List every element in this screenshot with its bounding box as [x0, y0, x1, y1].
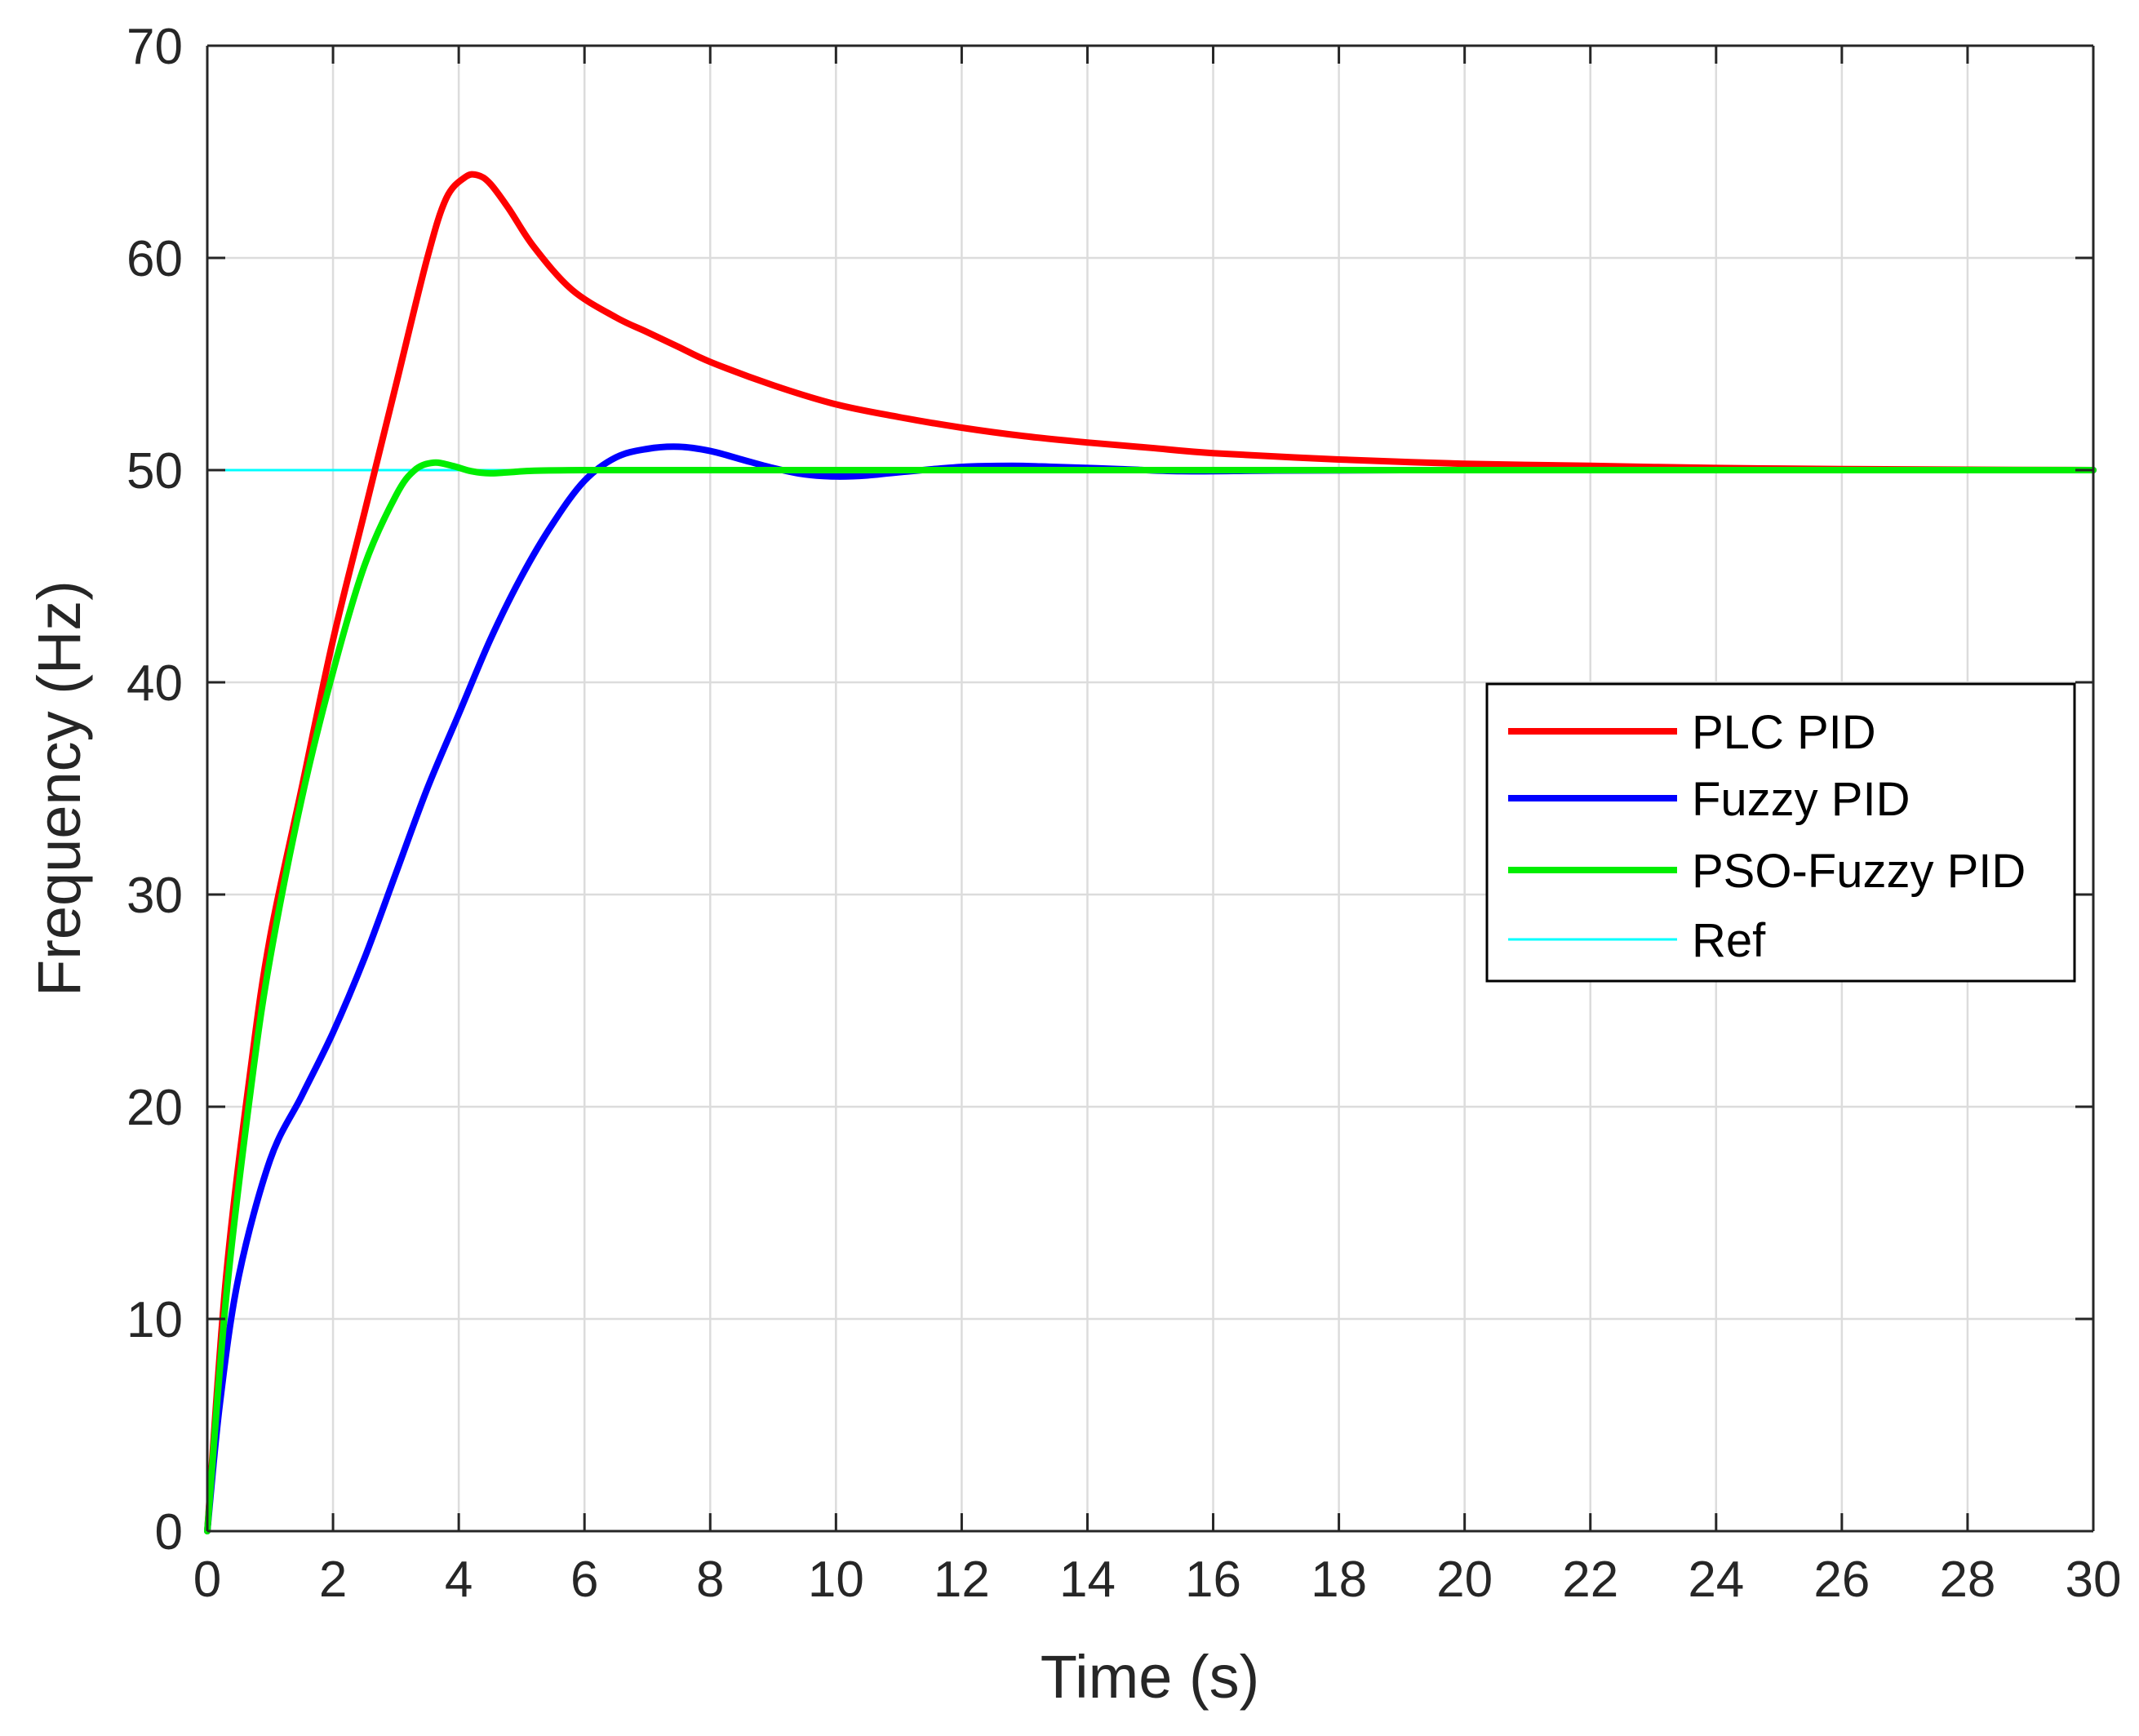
x-tick-label: 2	[319, 1552, 347, 1608]
y-tick-label: 70	[126, 19, 183, 75]
y-tick-label: 0	[155, 1504, 183, 1561]
y-axis-label: Frequency (Hz)	[25, 580, 93, 997]
x-tick-label: 4	[445, 1552, 473, 1608]
legend-label-pso-fuzzy-pid: PSO-Fuzzy PID	[1692, 845, 2026, 898]
x-tick-label: 20	[1436, 1552, 1493, 1608]
legend-label-fuzzy-pid: Fuzzy PID	[1692, 773, 1910, 826]
y-tick-label: 60	[126, 231, 183, 287]
x-tick-label: 24	[1688, 1552, 1744, 1608]
y-tick-label: 40	[126, 655, 183, 712]
series-lines	[204, 171, 2097, 1534]
legend-label-plc-pid: PLC PID	[1692, 706, 1876, 759]
legend-label-ref: Ref	[1692, 914, 1766, 967]
y-tick-label: 30	[126, 868, 183, 924]
axes	[206, 44, 2095, 1533]
ticks: 0 2 4 6 8 10 12 14 16 18 20 22 24 26 28 300102030405060…	[126, 19, 2121, 1608]
x-tick-label: 28	[1939, 1552, 1995, 1608]
x-tick-label: 6	[570, 1552, 598, 1608]
x-tick-label: 30	[2066, 1552, 2122, 1608]
x-axis-label: Time (s)	[1041, 1643, 1260, 1711]
x-tick-label: 22	[1562, 1552, 1618, 1608]
x-tick-label: 0	[193, 1552, 221, 1608]
x-tick-label: 18	[1311, 1552, 1367, 1608]
x-tick-label: 16	[1185, 1552, 1241, 1608]
legend: PLC PID Fuzzy PID PSO-Fuzzy PID Ref	[1485, 682, 2076, 983]
y-tick-label: 10	[126, 1292, 183, 1348]
x-tick-label: 14	[1059, 1552, 1116, 1608]
series-line-pso-fuzzy-pid	[204, 459, 2097, 1534]
x-tick-label: 26	[1813, 1552, 1870, 1608]
x-tick-label: 10	[808, 1552, 864, 1608]
y-tick-label: 50	[126, 443, 183, 499]
x-tick-label: 8	[696, 1552, 724, 1608]
y-tick-label: 20	[126, 1080, 183, 1136]
x-tick-label: 12	[934, 1552, 990, 1608]
